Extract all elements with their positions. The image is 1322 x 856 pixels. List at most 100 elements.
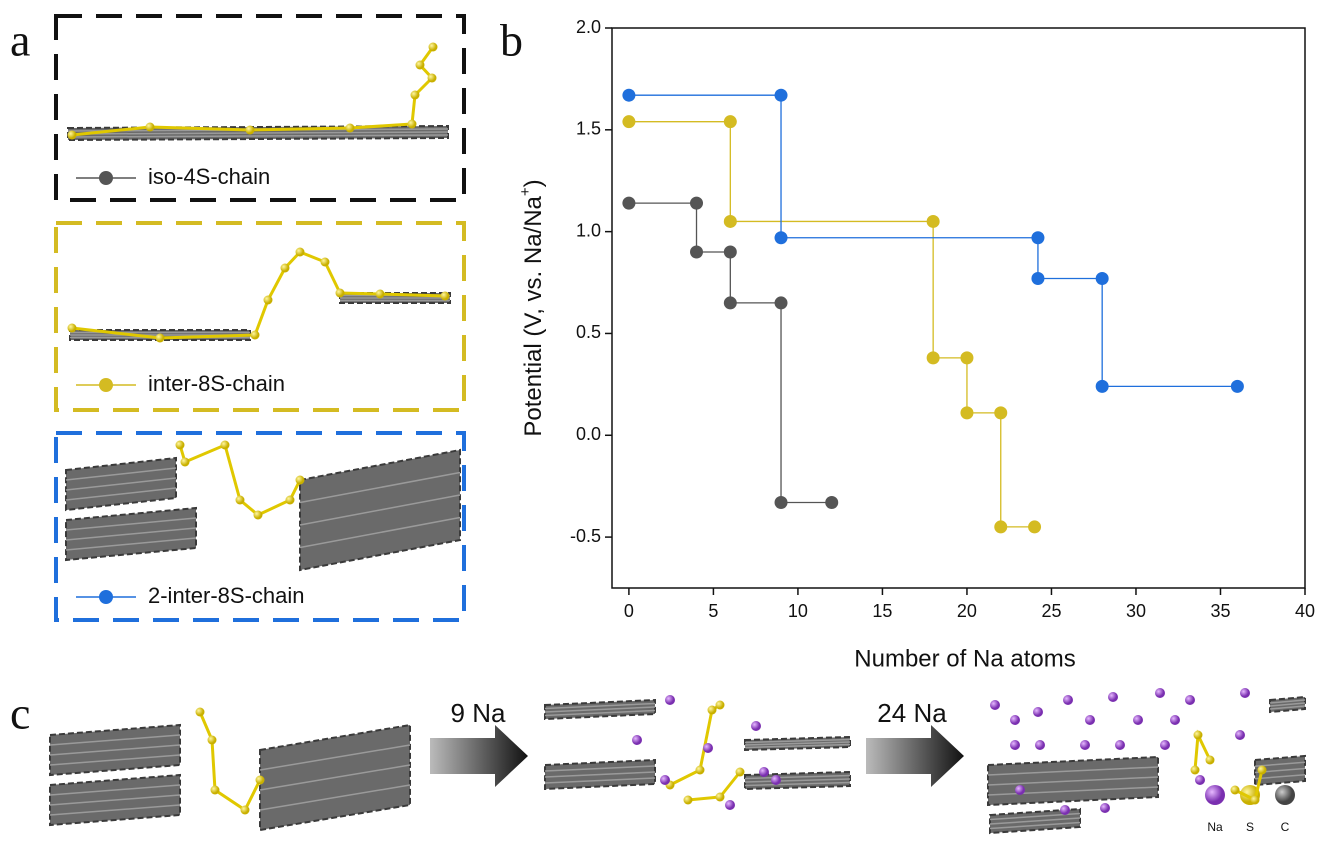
sulfur-atom <box>736 768 745 777</box>
sulfur-chain <box>72 252 445 338</box>
data-point <box>994 520 1007 533</box>
sodium-atom <box>1170 715 1180 725</box>
sulfur-atom <box>196 708 205 717</box>
sulfur-atom <box>241 806 250 815</box>
x-tick-label: 10 <box>788 601 808 621</box>
sodium-atom <box>1010 740 1020 750</box>
data-point <box>622 197 635 210</box>
sodium-atom <box>990 700 1000 710</box>
data-point <box>724 215 737 228</box>
panel-label: a <box>10 15 30 66</box>
atom-icon <box>1275 785 1295 805</box>
sulfur-atom <box>716 793 725 802</box>
data-point <box>927 351 940 364</box>
sulfur-atom <box>408 120 417 129</box>
x-tick-label: 25 <box>1041 601 1061 621</box>
sulfur-chain <box>670 705 720 785</box>
data-point <box>724 296 737 309</box>
panel-label: b <box>500 15 523 66</box>
sulfur-chain <box>200 712 260 810</box>
sulfur-atom <box>411 91 420 100</box>
data-point <box>1096 380 1109 393</box>
sulfur-atom <box>181 458 190 467</box>
arrow <box>430 725 528 787</box>
data-point <box>1028 520 1041 533</box>
legend-label: iso-4S-chain <box>148 164 270 189</box>
sulfur-atom <box>156 334 165 343</box>
x-tick-label: 5 <box>708 601 718 621</box>
y-tick-label: 2.0 <box>576 17 601 37</box>
sodium-atom <box>759 767 769 777</box>
sulfur-atom <box>254 511 263 520</box>
sulfur-chain <box>1195 735 1210 770</box>
sulfur-atom <box>376 290 385 299</box>
sulfur-atom <box>684 796 693 805</box>
data-point <box>825 496 838 509</box>
atom-label: C <box>1281 820 1290 834</box>
data-point <box>960 406 973 419</box>
figure: a b c Number of Na atoms Potential (V, v… <box>0 0 1322 851</box>
sulfur-atom <box>221 441 230 450</box>
y-label-main: Potential (V, vs. Na/Na <box>520 195 547 436</box>
sodium-atom <box>660 775 670 785</box>
sodium-atom <box>1100 803 1110 813</box>
sodium-atom <box>771 775 781 785</box>
sulfur-atom <box>256 776 265 785</box>
legend-marker <box>99 590 113 604</box>
sodium-atom <box>1195 775 1205 785</box>
y-tick-label: 0.5 <box>576 322 601 342</box>
legend-marker <box>99 378 113 392</box>
x-tick-label: 30 <box>1126 601 1146 621</box>
y-axis-label: Potential (V, vs. Na/Na+) <box>517 179 547 436</box>
sulfur-atom <box>716 701 725 710</box>
sulfur-atom <box>416 61 425 70</box>
sulfur-atom <box>246 126 255 135</box>
sulfur-atom <box>441 292 450 301</box>
data-point <box>775 231 788 244</box>
sodium-atom <box>1185 695 1195 705</box>
data-point <box>724 115 737 128</box>
sodium-atom <box>1085 715 1095 725</box>
sulfur-atom <box>321 258 330 267</box>
y-tick-label: 0.0 <box>576 424 601 444</box>
sodium-atom <box>1108 692 1118 702</box>
sulfur-atom <box>708 706 717 715</box>
sulfur-atom <box>211 786 220 795</box>
arrow-label: 9 Na <box>451 698 506 728</box>
y-tick-label: 1.5 <box>576 119 601 139</box>
sulfur-atom <box>1231 786 1240 795</box>
x-tick-label: 35 <box>1210 601 1230 621</box>
sodium-atom <box>1160 740 1170 750</box>
x-axis-label: Number of Na atoms <box>854 645 1075 672</box>
data-point <box>690 246 703 259</box>
x-tick-label: 20 <box>957 601 977 621</box>
sulfur-atom <box>296 476 305 485</box>
data-point <box>994 406 1007 419</box>
data-point <box>1231 380 1244 393</box>
sulfur-atom <box>429 43 438 52</box>
data-point <box>622 89 635 102</box>
sulfur-atom <box>68 324 77 333</box>
sulfur-atom <box>296 248 305 257</box>
sodium-atom <box>1240 688 1250 698</box>
data-point <box>1031 272 1044 285</box>
panel-label: c <box>10 688 30 739</box>
sodium-atom <box>1115 740 1125 750</box>
sodium-atom <box>1060 805 1070 815</box>
sodium-atom <box>1080 740 1090 750</box>
sulfur-atom <box>236 496 245 505</box>
plot-frame <box>612 28 1305 588</box>
sulfur-atom <box>1194 731 1203 740</box>
sulfur-atom <box>68 131 77 140</box>
sulfur-atom <box>286 496 295 505</box>
arrow-label: 24 Na <box>877 698 947 728</box>
sodium-atom <box>1235 730 1245 740</box>
sulfur-atom <box>208 736 217 745</box>
atom-icon <box>1205 785 1225 805</box>
sodium-atom <box>1063 695 1073 705</box>
data-point <box>1031 231 1044 244</box>
sodium-atom <box>703 743 713 753</box>
sulfur-atom <box>1191 766 1200 775</box>
sodium-atom <box>632 735 642 745</box>
sodium-atom <box>1155 688 1165 698</box>
